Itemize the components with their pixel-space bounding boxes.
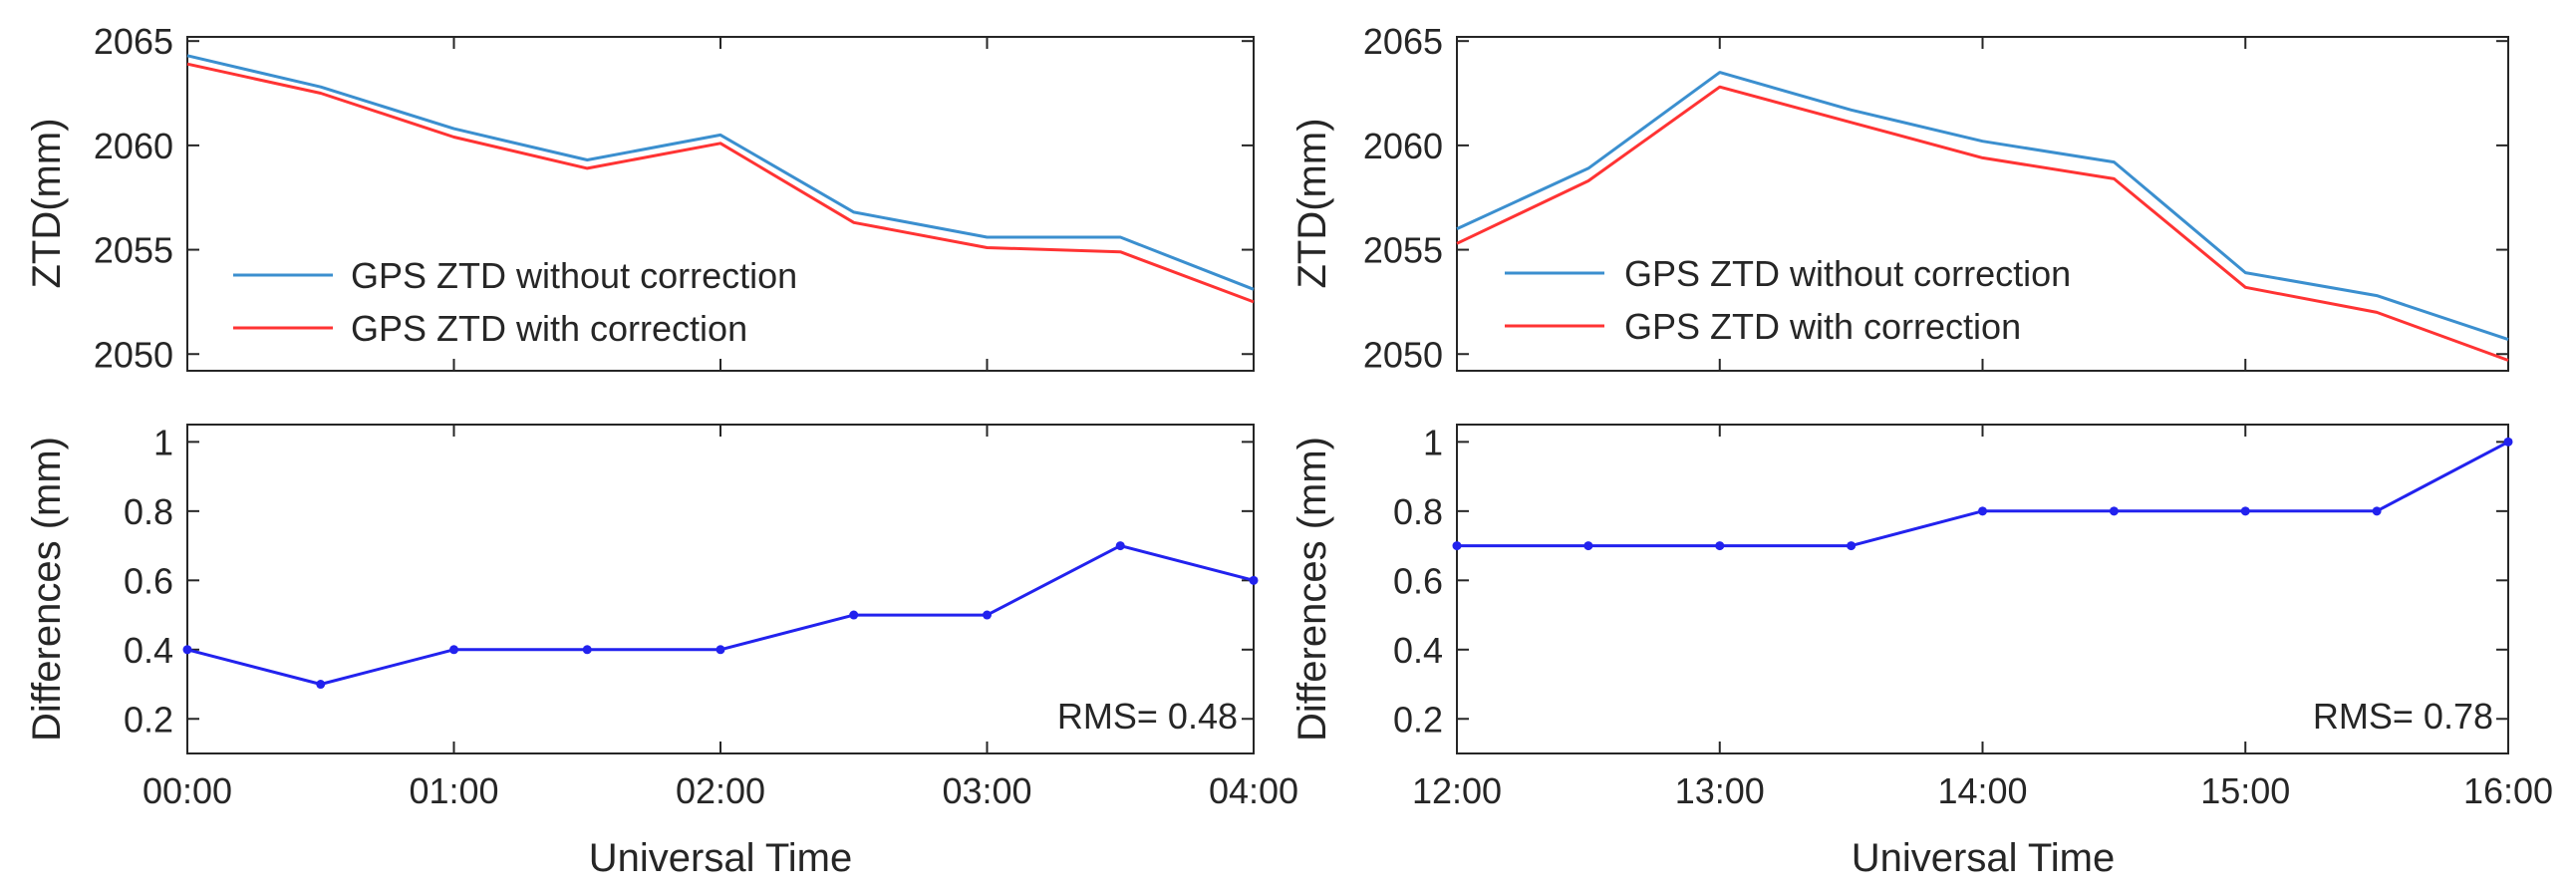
x-tick-label: 00:00 (143, 770, 232, 811)
ztd-with-correction-line (1456, 85, 2509, 362)
x-tick-label: 04:00 (1209, 770, 1298, 811)
y-axis-label: ZTD(mm) (1290, 118, 1334, 288)
y-tick-label: 0.8 (1393, 491, 1443, 532)
legend: GPS ZTD without correction GPS ZTD with … (233, 255, 797, 349)
legend-label-without: GPS ZTD without correction (351, 255, 797, 296)
x-tick-label: 16:00 (2463, 770, 2553, 811)
difference-point (2109, 506, 2119, 516)
y-tick-label: 1 (1423, 422, 1443, 462)
y-tick-label: 2065 (1363, 21, 1443, 62)
y-tick-label: 2055 (1363, 230, 1443, 271)
y-tick-label: 2055 (94, 230, 173, 271)
legend: GPS ZTD without correction GPS ZTD with … (1505, 253, 2071, 347)
y-tick-label: 0.6 (1393, 560, 1443, 601)
y-axis-label: Differences (mm) (1290, 437, 1334, 742)
x-tick-label: 14:00 (1937, 770, 2027, 811)
difference-line (1457, 441, 2509, 548)
difference-point (2372, 506, 2382, 516)
y-ticks: 2050 2055 2060 2065 (1363, 21, 2508, 375)
x-ticks (1456, 37, 2509, 371)
x-axis-label: Universal Time (589, 836, 853, 880)
x-tick-label: 01:00 (409, 770, 498, 811)
y-ticks: 0.2 0.4 0.6 0.8 1 (124, 422, 1254, 740)
series-lines (1452, 437, 2513, 551)
x-ticks (186, 37, 1255, 371)
y-ticks: 2050 2055 2060 2065 (94, 21, 1254, 375)
difference-point (1978, 506, 1987, 516)
x-tick-label: 02:00 (676, 770, 765, 811)
difference-point (2503, 437, 2513, 447)
difference-point (1115, 541, 1125, 551)
y-tick-label: 2050 (94, 334, 173, 375)
legend-label-with: GPS ZTD with correction (351, 308, 747, 349)
series-lines (1456, 71, 2509, 362)
y-tick-label: 0.8 (124, 491, 173, 532)
difference-point (1847, 541, 1857, 551)
ztd-with-correction-line (186, 62, 1255, 304)
y-tick-label: 0.4 (1393, 630, 1443, 671)
panel-left-ztd: 2050 2055 2060 2065 ZTD(mm) GPS ZTD without… (25, 21, 1255, 375)
series-lines (186, 54, 1255, 304)
difference-point (449, 645, 458, 655)
rms-annotation: RMS= 0.78 (2313, 696, 2493, 737)
ztd-without-correction-line (186, 54, 1255, 291)
y-ticks: 0.2 0.4 0.6 0.8 1 (1393, 422, 2508, 740)
y-tick-label: 0.4 (124, 630, 173, 671)
legend-label-with: GPS ZTD with correction (1624, 306, 2021, 347)
x-tick-label: 12:00 (1412, 770, 1502, 811)
difference-point (1452, 541, 1462, 551)
x-axis-label: Universal Time (1852, 836, 2116, 880)
y-axis-label: ZTD(mm) (25, 118, 69, 288)
difference-line (186, 544, 1255, 686)
difference-point (582, 645, 592, 655)
y-tick-label: 2060 (1363, 126, 1443, 166)
difference-point (983, 610, 992, 620)
y-tick-label: 2060 (94, 126, 173, 166)
difference-point (182, 645, 192, 655)
y-tick-label: 2065 (94, 21, 173, 62)
panel-right-diff: 0.20.40.60.81 12:00 13:00 14:00 15:00 16:00 … (1290, 422, 2553, 880)
y-axis-label: Differences (mm) (25, 437, 69, 742)
panel-right-ztd: 2050 2055 2060 2065 ZTD(mm) GPS ZTD without… (1290, 21, 2509, 375)
difference-point (2240, 506, 2250, 516)
difference-point (1249, 575, 1259, 585)
ztd-without-correction-line (1456, 71, 2509, 342)
y-tick-label: 0.2 (1393, 699, 1443, 740)
y-tick-label: 0.2 (124, 699, 173, 740)
y-tick-label: 2050 (1363, 334, 1443, 375)
difference-point (716, 645, 725, 655)
x-tick-label: 03:00 (942, 770, 1031, 811)
x-ticks: 00:00 01:00 02:00 03:00 04:00 (143, 425, 1298, 811)
difference-point (849, 610, 859, 620)
difference-point (1583, 541, 1593, 551)
difference-point (316, 680, 326, 690)
x-ticks: 12:00 13:00 14:00 15:00 16:00 (1412, 425, 2553, 811)
rms-annotation: RMS= 0.48 (1057, 696, 1238, 737)
legend-label-without: GPS ZTD without correction (1624, 253, 2071, 294)
difference-point (1715, 541, 1725, 551)
panel-left-diff: 0.20.40.60.81 00:00 01:00 02:00 03:00 04:00 … (25, 422, 1298, 880)
x-tick-label: 13:00 (1675, 770, 1765, 811)
y-tick-label: 1 (153, 422, 173, 462)
y-tick-label: 0.6 (124, 560, 173, 601)
x-tick-label: 15:00 (2200, 770, 2290, 811)
series-lines (182, 541, 1259, 690)
